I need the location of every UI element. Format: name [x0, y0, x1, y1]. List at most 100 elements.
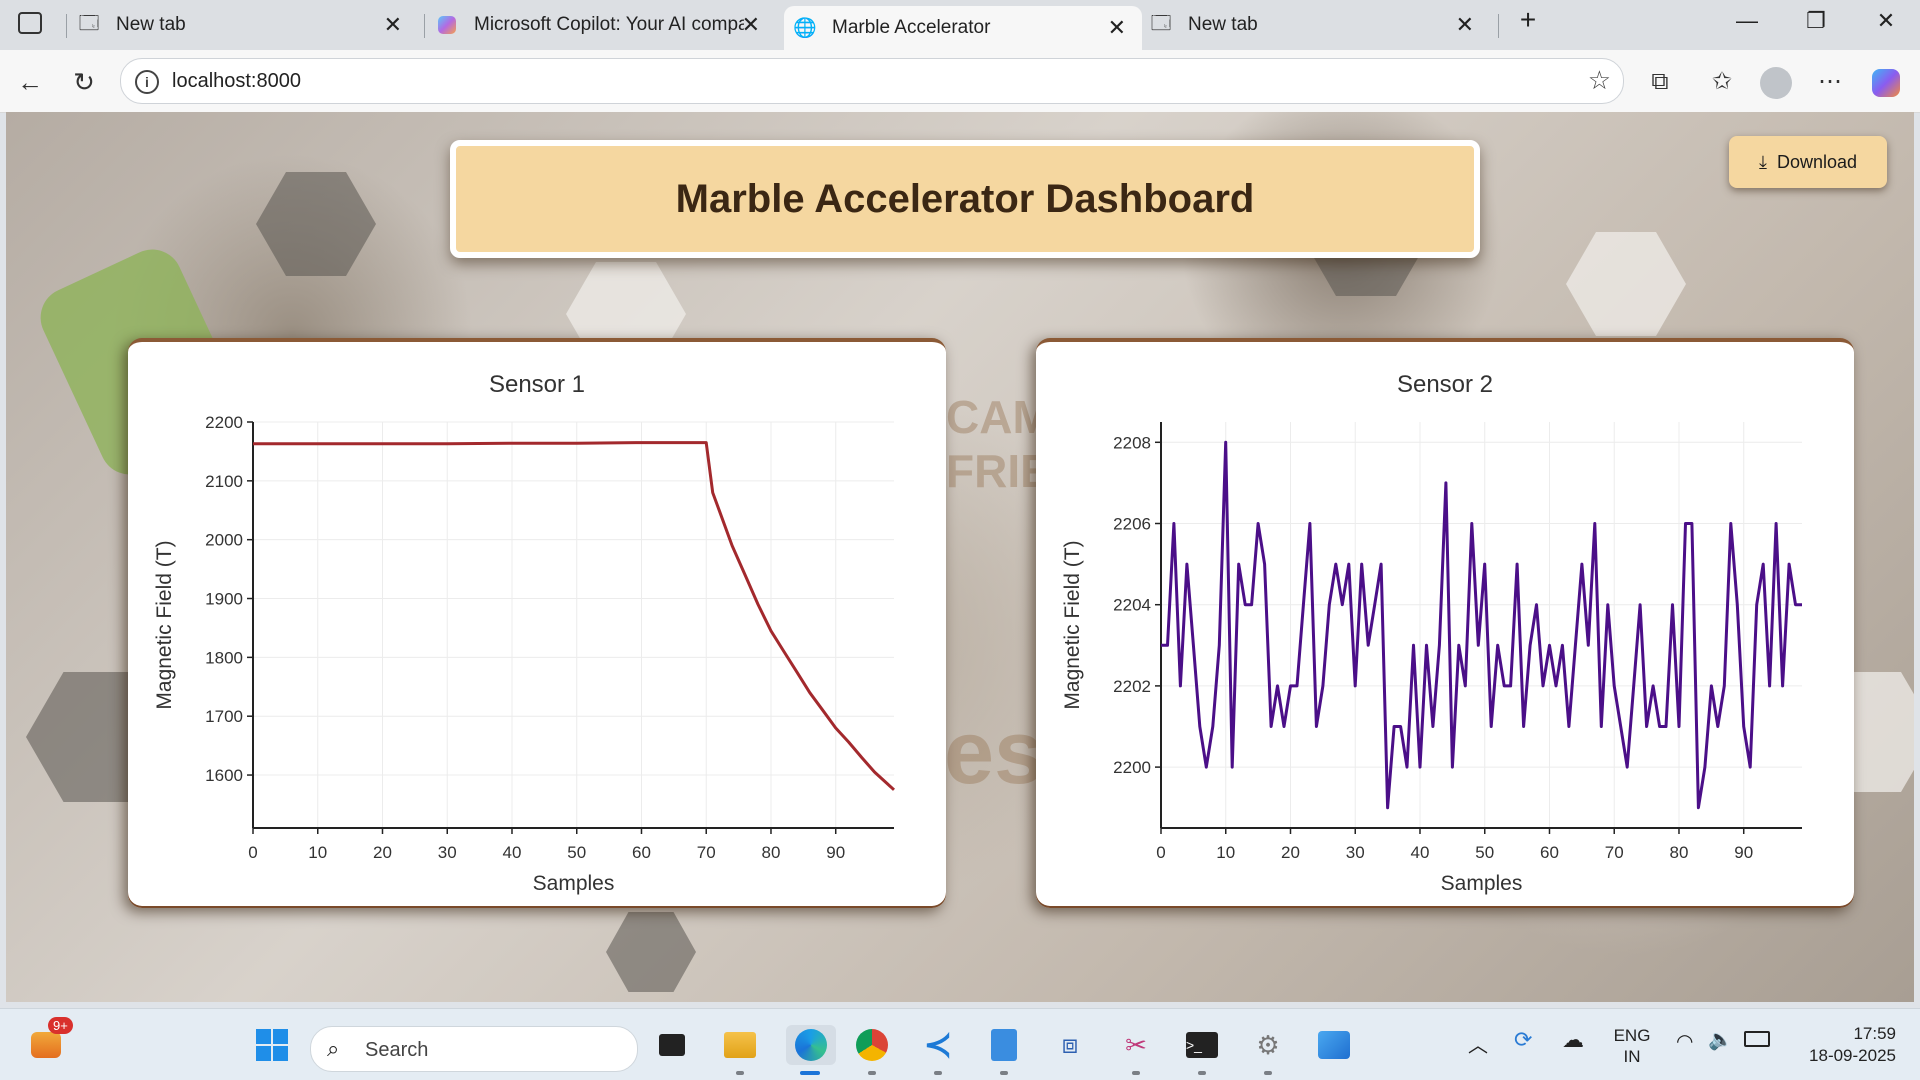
copilot-icon: [436, 14, 458, 36]
taskbar-search-input[interactable]: ⌕ Search: [310, 1026, 638, 1072]
x-tick-label: 70: [1605, 843, 1624, 862]
more-options-icon[interactable]: ⋯: [1818, 68, 1842, 95]
x-tick-label: 20: [373, 843, 392, 862]
vscode-icon[interactable]: ≺: [923, 1026, 953, 1064]
cloud-icon[interactable]: ☁: [1562, 1027, 1584, 1052]
info-icon[interactable]: i: [135, 70, 159, 94]
x-tick-label: 80: [1670, 843, 1689, 862]
download-button[interactable]: ⤓ Download: [1729, 136, 1887, 188]
page-title: Marble Accelerator Dashboard: [675, 176, 1255, 221]
chart-title: Sensor 2: [1397, 371, 1493, 398]
taskbar: 9+ ⌕ Search ≺ ⧈ ✂ >_ ⚙ ︿ ⟳ ☁ ENG IN ◠ 🔈 …: [0, 1008, 1920, 1080]
close-tab-icon[interactable]: ✕: [1107, 15, 1126, 40]
x-axis-label: Samples: [1441, 872, 1523, 895]
favorite-star-icon[interactable]: ☆: [1587, 65, 1611, 95]
copilot-icon[interactable]: [1868, 64, 1904, 100]
start-icon[interactable]: [252, 1025, 292, 1065]
tab-copilot[interactable]: Microsoft Copilot: Your AI compan ✕: [436, 6, 776, 44]
restore-icon[interactable]: ❐: [1806, 8, 1826, 33]
sensor-1-chart: 0 10 20 30 40 50 60 70 80 90 1600 1700 1800 1900 2000 2…: [153, 371, 896, 895]
y-tick-label: 2000: [205, 531, 243, 550]
y-tick-label: 2206: [1113, 515, 1151, 534]
y-tick-label: 2100: [205, 472, 243, 491]
volume-icon[interactable]: 🔈: [1708, 1029, 1733, 1051]
x-tick-label: 20: [1281, 843, 1300, 862]
new-tab-icon: 🗔: [78, 13, 100, 34]
close-window-icon[interactable]: ✕: [1876, 8, 1896, 33]
sensor-2-chart-card: 0 10 20 30 40 50 60 70 80 90 2200 2202 2204 2206 2208 S…: [1036, 338, 1854, 908]
notification-badge: 9+: [48, 1017, 73, 1034]
edge-icon[interactable]: [786, 1025, 836, 1065]
show-hidden-icons[interactable]: ︿: [1468, 1035, 1488, 1057]
search-icon: ⌕: [327, 1036, 340, 1061]
x-tick-label: 50: [567, 843, 586, 862]
y-tick-label: 1700: [205, 707, 243, 726]
region-code: IN: [1623, 1047, 1641, 1066]
sensor-2-chart: 0 10 20 30 40 50 60 70 80 90 2200 2202 2204 2206 2208 S…: [1061, 371, 1802, 895]
terminal-icon[interactable]: >_: [1182, 1025, 1222, 1065]
close-tab-icon[interactable]: ✕: [741, 12, 760, 37]
series-line: [253, 441, 896, 791]
address-bar: ← ↻ i localhost:8000 ☆ ⧉ ✩ ⋯: [0, 50, 1920, 113]
background-decoration: [256, 172, 376, 276]
x-tick-label: 0: [1156, 843, 1165, 862]
file-explorer-icon[interactable]: [720, 1025, 760, 1065]
x-tick-label: 50: [1475, 843, 1494, 862]
x-tick-label: 60: [632, 843, 651, 862]
task-view-icon[interactable]: [652, 1025, 692, 1065]
extensions-icon[interactable]: ⧉: [1651, 68, 1669, 95]
x-tick-label: 60: [1540, 843, 1559, 862]
x-tick-label: 0: [248, 843, 257, 862]
y-tick-label: 2200: [205, 413, 243, 432]
refresh-icon[interactable]: ↻: [73, 67, 95, 97]
y-axis-label: Magnetic Field (T): [153, 540, 176, 709]
widgets-icon[interactable]: 9+: [26, 1017, 73, 1065]
background-text: es: [944, 703, 1045, 803]
y-tick-label: 1900: [205, 590, 243, 609]
chrome-icon[interactable]: [852, 1025, 892, 1065]
wifi-icon[interactable]: ◠: [1676, 1031, 1694, 1053]
dashboard-page: CAM FRIE es Marble Accelerator Dashboard…: [6, 112, 1914, 1002]
sync-icon[interactable]: ⟳: [1514, 1027, 1533, 1052]
back-icon[interactable]: ←: [17, 67, 43, 97]
download-icon: ⤓: [1758, 151, 1767, 172]
close-tab-icon[interactable]: ✕: [383, 12, 402, 37]
language-indicator[interactable]: ENG IN: [1612, 1025, 1652, 1067]
photos-icon[interactable]: [1314, 1025, 1354, 1065]
x-tick-label: 40: [1411, 843, 1430, 862]
tab-new-tab-1[interactable]: 🗔 New tab ✕: [78, 6, 418, 44]
tab-marble-accelerator[interactable]: 🌐 Marble Accelerator ✕: [784, 6, 1142, 50]
tab-label: New tab: [116, 14, 186, 35]
snipping-tool-icon[interactable]: ✂: [1125, 1029, 1147, 1060]
sensor-1-chart-card: 0 10 20 30 40 50 60 70 80 90 1600 1700 1800 1900 2000 2…: [128, 338, 946, 908]
battery-icon[interactable]: [1744, 1031, 1770, 1052]
notepad-icon[interactable]: [984, 1025, 1024, 1065]
x-tick-label: 30: [438, 843, 457, 862]
x-tick-label: 80: [762, 843, 781, 862]
background-text: FRIE: [946, 445, 1051, 497]
series-line: [1161, 440, 1802, 810]
favorites-icon[interactable]: ✩: [1711, 68, 1733, 95]
url-text: localhost:8000: [172, 70, 301, 92]
app-icon[interactable]: ⚙: [1256, 1029, 1280, 1060]
clock[interactable]: 17:59 18-09-2025: [1786, 1023, 1896, 1067]
x-tick-label: 70: [697, 843, 716, 862]
sidebar-toggle-icon[interactable]: [18, 12, 42, 34]
search-placeholder: Search: [365, 1039, 429, 1061]
url-field[interactable]: i localhost:8000 ☆: [120, 58, 1624, 104]
new-tab-button[interactable]: +: [1519, 4, 1537, 35]
tab-new-tab-2[interactable]: 🗔 New tab ✕: [1150, 6, 1490, 44]
background-decoration: [606, 912, 696, 992]
close-tab-icon[interactable]: ✕: [1455, 12, 1474, 37]
network-app-icon[interactable]: ⧈: [1061, 1029, 1079, 1059]
x-tick-label: 10: [1216, 843, 1235, 862]
x-axis-label: Samples: [533, 872, 615, 895]
dashboard-title-box: Marble Accelerator Dashboard: [450, 140, 1480, 258]
y-tick-label: 2202: [1113, 677, 1151, 696]
date: 18-09-2025: [1809, 1046, 1896, 1065]
tab-label: New tab: [1188, 14, 1258, 35]
background-decoration: [1566, 232, 1686, 336]
background-text: CAM: [946, 391, 1051, 443]
minimize-icon[interactable]: —: [1736, 8, 1758, 33]
profile-avatar[interactable]: [1758, 64, 1794, 100]
